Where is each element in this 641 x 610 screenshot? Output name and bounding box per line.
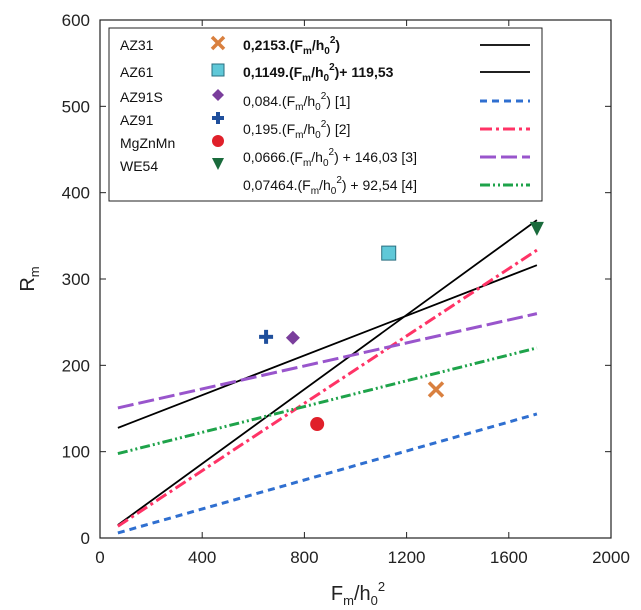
axis-labels: Fm/h02 Rm xyxy=(17,266,385,608)
legend-marker-we54 xyxy=(212,158,224,170)
point-az61 xyxy=(381,245,397,261)
legend: AZ31 AZ61 AZ91S AZ91 MgZnMn WE54 0,2153.(Fm/h0… xyxy=(108,27,543,202)
legend-box xyxy=(108,27,543,202)
legend-formula-5: 0,0666.(Fm/h02) + 146,03 [3] xyxy=(243,147,417,169)
legend-formula-2: 0,1149.(Fm/h02)+ 119,53 xyxy=(243,62,394,84)
series-line-6 xyxy=(117,346,538,456)
legend-formula-3: 0,084.(Fm/h02) [1] xyxy=(243,91,350,113)
legend-marker-az91 xyxy=(212,112,224,124)
series-line-1 xyxy=(117,219,538,526)
point-az91s xyxy=(285,330,300,345)
y-tick-label: 600 xyxy=(62,11,90,30)
legend-marker-mgznmn xyxy=(212,135,224,147)
y-axis-label: Rm xyxy=(17,266,42,291)
y-tick-label: 400 xyxy=(62,184,90,203)
y-tick-label: 0 xyxy=(81,529,90,548)
legend-name-az91s: AZ91S xyxy=(120,89,163,105)
legend-marker-az31 xyxy=(210,35,226,51)
legend-name-az31: AZ31 xyxy=(120,37,154,53)
x-tick-label: 800 xyxy=(290,548,318,567)
x-tick-label: 0 xyxy=(95,548,104,567)
legend-name-az61: AZ61 xyxy=(120,64,154,80)
point-az91 xyxy=(259,329,274,344)
y-tick-label: 300 xyxy=(62,270,90,289)
point-we54 xyxy=(529,221,544,236)
series-line-2 xyxy=(117,264,538,429)
legend-name-az91: AZ91 xyxy=(120,112,154,128)
y-tick-label: 500 xyxy=(62,97,90,116)
point-az31 xyxy=(427,381,445,398)
x-axis-label: Fm/h02 xyxy=(331,579,385,608)
point-mgznmn xyxy=(310,417,325,432)
series-line-5 xyxy=(117,312,538,410)
series-line-4 xyxy=(117,248,538,528)
y-tick-label: 100 xyxy=(62,443,90,462)
x-tick-label: 2000 xyxy=(592,548,630,567)
series-lines xyxy=(117,219,538,535)
series-line-3 xyxy=(117,412,538,535)
legend-formula-4: 0,195.(Fm/h02) [2] xyxy=(243,119,350,141)
data-points xyxy=(259,221,544,432)
legend-name-mgznmn: MgZnMn xyxy=(120,135,175,151)
legend-marker-az61 xyxy=(211,63,225,77)
legend-name-we54: WE54 xyxy=(120,158,158,174)
axis-ticks: 0 400 800 1200 1600 2000 0 100 200 300 400 500 600 xyxy=(62,11,630,567)
legend-marker-az91s xyxy=(212,89,224,101)
x-tick-label: 400 xyxy=(188,548,216,567)
y-tick-label: 200 xyxy=(62,356,90,375)
legend-formula-6: 0,07464.(Fm/h02) + 92,54 [4] xyxy=(243,175,417,197)
x-tick-label: 1600 xyxy=(490,548,528,567)
x-tick-label: 1200 xyxy=(388,548,426,567)
legend-formula-1: 0,2153.(Fm/h02) xyxy=(243,35,340,57)
